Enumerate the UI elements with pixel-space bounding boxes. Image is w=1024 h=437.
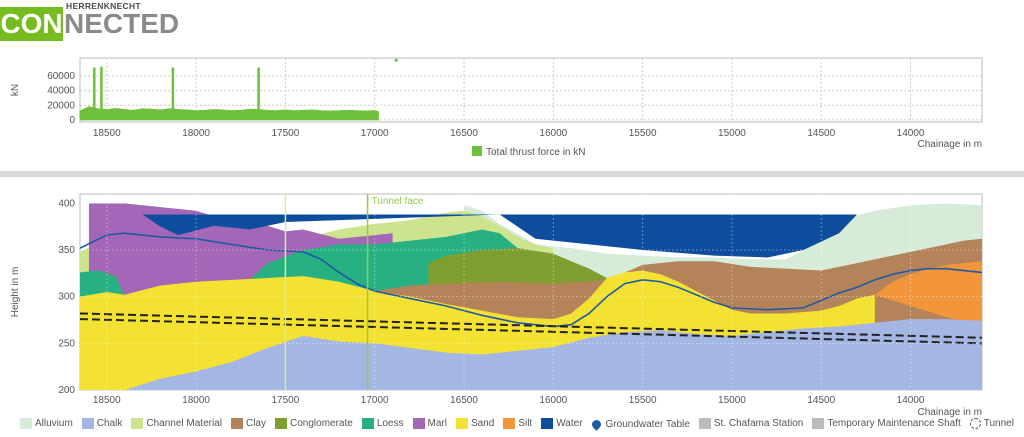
layer-water <box>142 214 857 258</box>
legend-item-water[interactable]: Water <box>541 418 583 429</box>
legend-label: Conglomerate <box>290 418 353 429</box>
legend-item-groundwater-table[interactable]: Groundwater Table <box>589 418 690 431</box>
x-tick-label: 18000 <box>182 128 210 139</box>
x-tick-label: 17000 <box>361 395 389 406</box>
legend-label: Chalk <box>96 418 123 429</box>
x-tick-label: 17500 <box>271 395 299 406</box>
y-tick-label: 0 <box>69 115 75 126</box>
layer-silt <box>874 261 982 327</box>
legend-label: St. Chafama Station <box>713 418 804 429</box>
series-legend-swatch <box>472 146 482 156</box>
legend-label: Silt <box>518 418 533 429</box>
legend-item-loess[interactable]: Loess <box>361 418 404 429</box>
logo-brand-text: HERRENKNECHT <box>66 1 141 11</box>
legend-item-marl[interactable]: Marl <box>412 418 447 429</box>
x-axis-label: Chainage in m <box>918 139 982 150</box>
legend-item-st-chafama-station[interactable]: St. Chafama Station <box>698 418 804 429</box>
x-tick-label: 15500 <box>629 128 657 139</box>
legend-label: Tunnel <box>983 418 1014 429</box>
geology-layers <box>80 203 982 390</box>
thrust-force-chart[interactable]: 18500 18000 17500 17000 16500 16000 15500 15000… <box>0 48 1024 170</box>
legend-item-chalk[interactable]: Chalk <box>81 418 123 429</box>
legend-swatch <box>275 418 287 429</box>
legend-swatch <box>455 418 468 429</box>
y-axis-label: Height in m <box>10 267 21 318</box>
legend-item-alluvium[interactable]: Alluvium <box>20 418 73 429</box>
legend-label: Water <box>556 418 583 429</box>
logo-con-block: CON <box>0 7 63 41</box>
logo-nected-text: NECTED <box>64 8 180 39</box>
x-axis-label: Chainage in m <box>918 407 982 418</box>
legend-item-clay[interactable]: Clay <box>230 418 266 429</box>
legend-swatch <box>541 418 554 429</box>
legend-item-silt[interactable]: Silt <box>503 418 532 429</box>
legend-swatch <box>812 418 825 429</box>
legend-label: Alluvium <box>35 418 73 429</box>
x-tick-label: 15000 <box>718 128 746 139</box>
legend-swatch <box>131 418 144 429</box>
legend-label: Channel Material <box>146 418 222 429</box>
legend-label: Loess <box>376 418 404 429</box>
x-tick-label: 14500 <box>807 395 835 406</box>
y-tick-label: 40000 <box>47 86 75 97</box>
geology-legend: Alluvium Chalk Channel Material Clay Conglom… <box>20 418 1024 436</box>
y-tick-label: 400 <box>58 198 75 209</box>
tunnel-face-label: Tunnel face <box>372 196 424 207</box>
legend-swatch <box>969 418 981 429</box>
x-tick-label: 16000 <box>539 128 567 139</box>
legend-swatch <box>412 418 425 429</box>
x-tick-label: 17500 <box>271 128 299 139</box>
x-tick-label: 14000 <box>897 128 925 139</box>
legend-item-temporary-maintenance-shaft[interactable]: Temporary Maintenance Shaft <box>812 418 961 429</box>
y-tick-label: 250 <box>58 338 75 349</box>
x-tick-label: 15500 <box>629 395 657 406</box>
x-tick-label: 15000 <box>718 395 746 406</box>
herrenknecht-connected-logo: HERRENKNECHT CON NECTED <box>0 0 179 44</box>
x-tick-label: 18500 <box>93 128 121 139</box>
y-tick-label: 350 <box>58 245 75 256</box>
panel-divider[interactable] <box>0 171 1024 177</box>
tunnel-line <box>80 318 982 345</box>
legend-label: Groundwater Table <box>605 419 690 430</box>
legend-swatch <box>20 418 32 429</box>
legend-swatch <box>698 418 711 429</box>
x-tick-label: 14000 <box>897 395 925 406</box>
legend-swatch <box>503 418 516 429</box>
thrust-force-area <box>79 106 379 121</box>
x-tick-label: 16000 <box>539 395 567 406</box>
tunnel-line <box>80 312 982 339</box>
y-tick-label: 60000 <box>47 71 75 82</box>
x-tick-label: 14500 <box>807 128 835 139</box>
legend-item-tunnel[interactable]: Tunnel <box>969 418 1014 429</box>
x-tick-label: 18000 <box>182 395 210 406</box>
legend-label: Clay <box>245 418 266 429</box>
legend-label: Marl <box>427 418 447 429</box>
legend-item-channel-material[interactable]: Channel Material <box>131 418 222 429</box>
geology-profile-chart[interactable]: 18500 18000 17500 17000 16500 16000 15500 15000… <box>0 180 1024 418</box>
legend-swatch <box>589 418 603 431</box>
y-axis-label: kN <box>10 84 21 96</box>
series-legend-label: Total thrust force in kN <box>486 147 585 158</box>
legend-swatch <box>230 418 243 429</box>
y-tick-label: 300 <box>58 292 75 303</box>
x-tick-label: 17000 <box>361 128 389 139</box>
y-tick-label: 200 <box>58 385 75 396</box>
thrust-isolated-point <box>394 58 398 62</box>
groundwater-table-line <box>80 232 982 328</box>
legend-label: Sand <box>470 418 495 429</box>
x-tick-label: 16500 <box>450 395 478 406</box>
legend-item-conglomerate[interactable]: Conglomerate <box>275 418 353 429</box>
legend-swatch <box>361 418 374 429</box>
legend-label: Temporary Maintenance Shaft <box>827 418 961 429</box>
x-tick-label: 18500 <box>93 395 121 406</box>
x-tick-label: 16500 <box>450 128 478 139</box>
y-tick-label: 20000 <box>47 100 75 111</box>
legend-item-sand[interactable]: Sand <box>455 418 495 429</box>
legend-swatch <box>81 418 94 429</box>
